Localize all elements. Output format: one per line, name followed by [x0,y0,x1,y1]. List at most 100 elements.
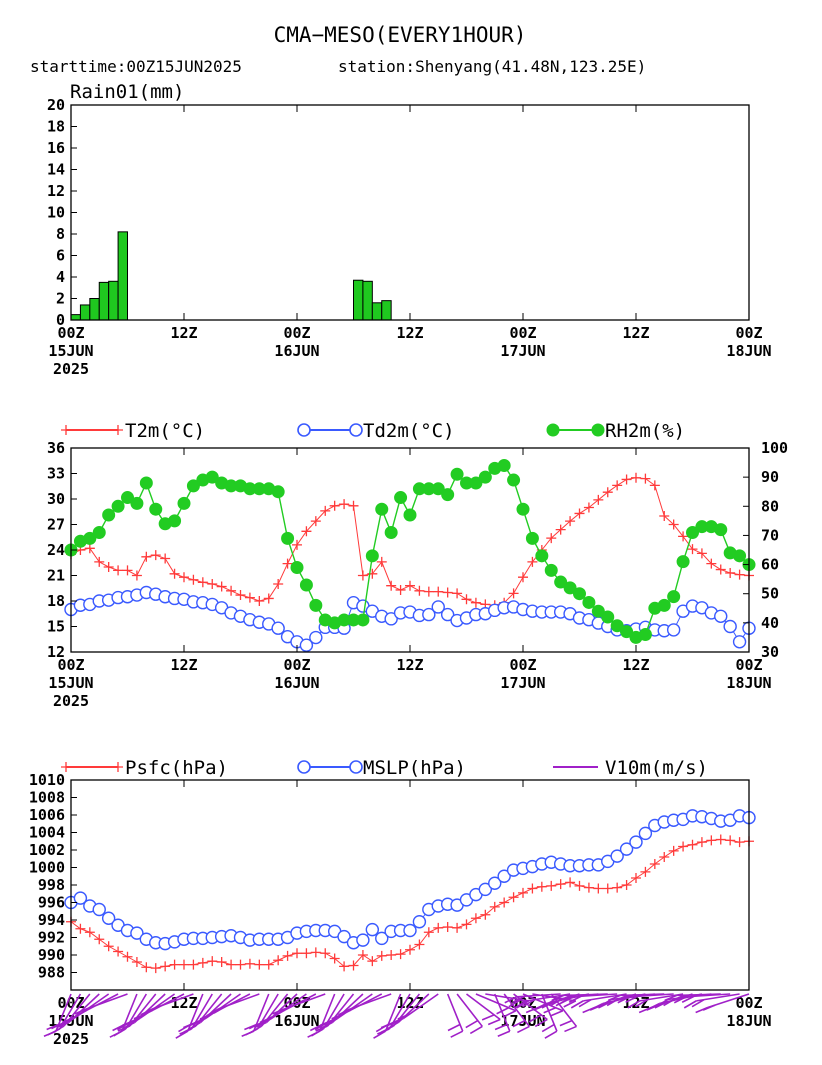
wind-barb [272,993,326,1015]
wind-barb-feather [113,1028,127,1037]
t2m-point [593,494,604,505]
mslp-point [92,902,106,917]
wind-barb-feather [481,1014,495,1021]
t2m-point [565,516,576,527]
psfc-point [452,922,463,933]
rh2m-point [667,590,681,604]
t2m-point [583,502,594,513]
wind-barb-feather [654,1001,668,1009]
wind-barb-feather [564,1025,577,1033]
rain-x-date-label: 17JUN [500,342,545,360]
t2m-point [292,539,302,550]
rh2m-point [356,613,370,627]
td2m-point [723,619,737,634]
rh2m-point [620,625,634,639]
psfc-point [536,881,547,892]
mslp-point [629,835,643,849]
rain-y-tick-label: 20 [47,96,65,114]
psfc-point [414,939,425,950]
pres-x-date-label: 18JUN [726,1012,771,1030]
psfc-point [405,944,415,955]
wind-barb-feather [578,998,592,1008]
pres-y-tick-label: 1008 [29,789,65,807]
t2m-legend-marker [113,425,123,435]
t2m-point [320,505,331,516]
rh2m-point [130,496,144,510]
psfc-point [433,922,444,933]
wind-barb-feather [503,1010,517,1018]
rain-plot-frame [70,104,750,321]
psfc-point [621,880,632,890]
wind-barb [522,993,564,1017]
wind-barb-feather [544,1030,558,1039]
station-label: station:Shenyang(41.48N,123.25E) [338,57,646,76]
t2m-point [160,553,171,564]
mslp-point [638,826,653,841]
pres-plot-frame [70,779,750,991]
rain-bar [353,279,364,321]
rain-x-time-label: 12Z [396,324,423,342]
wind-barb [664,993,721,1002]
rh2m-point [554,575,568,589]
wind-barb-feather [213,1005,227,1014]
t2m-point [348,500,359,511]
t2m-point [470,597,481,608]
t2m-point [273,579,284,589]
rh2m-point [365,549,379,563]
wind-barb-feather [550,1009,564,1017]
rh2m-point [601,610,615,624]
pres-y-tick-label: 1006 [29,806,65,824]
psfc-point [367,956,378,967]
wind-barb-feather [615,994,629,1001]
temp-x-time-label: 00Z [283,656,310,674]
rh2m-point [102,508,116,522]
wind-barb-feather [517,1025,530,1034]
t2m-point [386,580,397,591]
t2m-point [621,474,632,485]
pres-y-tick-label: 996 [38,894,65,912]
t2m-point [329,500,340,511]
psfc-point [226,959,237,970]
wind-barb-feather [309,1023,323,1032]
psfc-point [197,957,208,968]
wind-barb [673,993,731,1004]
rh2m-point [290,560,304,574]
temp-x-time-label: 00Z [57,656,84,674]
wind-barb-feather [512,1019,526,1028]
t2m-point [433,586,444,597]
wind-barb-staff [456,993,483,1027]
wind-barb [494,993,511,1037]
rain-bar [381,300,392,321]
wind-barb-staff [475,993,517,1012]
t2m-point [659,511,670,521]
td2m-point [440,607,455,622]
wind-barb-feather [702,1004,716,1011]
temp-x-time-label: 12Z [396,656,423,674]
rain-bar [117,231,129,321]
t2m-point [405,580,415,591]
wind-barb-feather [279,1005,293,1012]
rain-y-tick-label: 16 [47,139,65,157]
mslp-point [101,911,116,925]
psfc-point [131,957,142,967]
temp-y-tick-label: 24 [47,541,65,559]
mslp-point [130,926,144,940]
rh2m-point [582,595,596,609]
psfc-point [357,950,368,960]
psfc-point [659,852,670,862]
wind-barb [456,993,483,1035]
t2m-point [301,526,312,537]
rh2m-point [469,476,483,490]
psfc-point [508,892,519,903]
t2m-point [527,556,538,567]
td2m-point [299,638,314,652]
temp-x-year-label: 2025 [53,692,89,710]
t2m-point [310,516,321,527]
wind-barb-feather [175,1030,189,1039]
wind-barb-feather [206,1008,219,1017]
mslp-point [365,922,380,937]
rh2m-point [186,479,200,493]
psfc-point [696,837,707,848]
psfc-point [273,955,284,966]
psfc-point [94,934,105,945]
